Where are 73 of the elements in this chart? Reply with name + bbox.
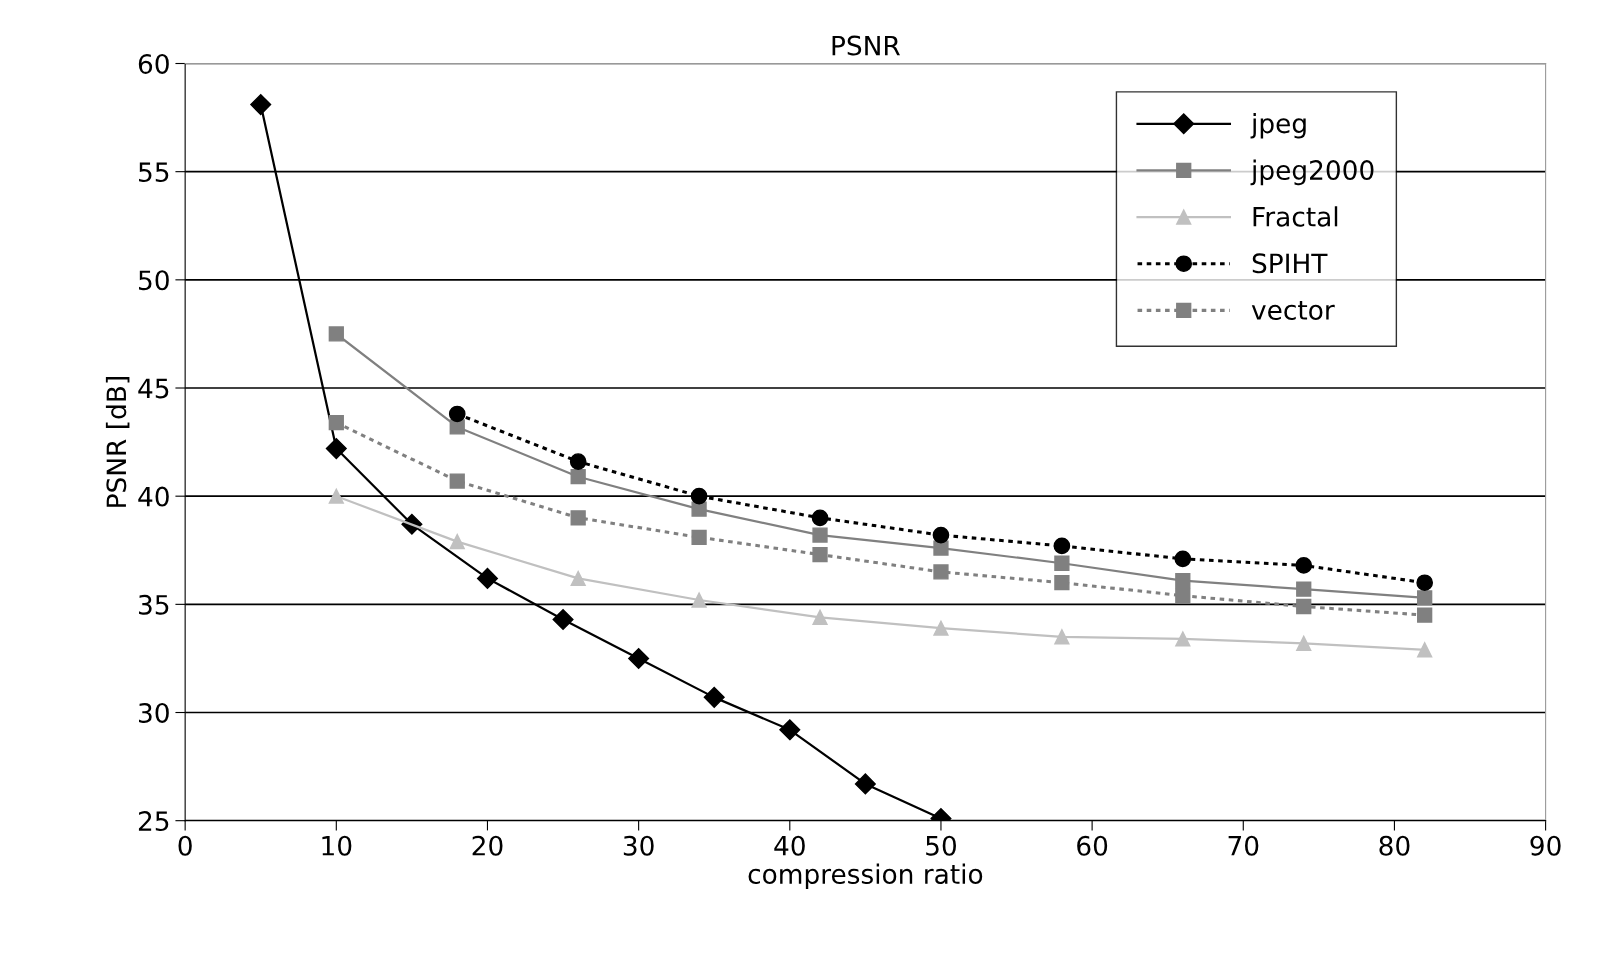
y-tick-label: 50	[139, 270, 169, 291]
legend-label: vector	[1251, 301, 1335, 320]
point	[1295, 557, 1313, 574]
point	[1053, 537, 1071, 555]
y-axis-title: PSNR [dB]	[105, 377, 130, 507]
point	[703, 686, 725, 708]
point	[1296, 635, 1312, 651]
point	[1054, 575, 1070, 591]
point	[691, 592, 707, 608]
legend-label: jpeg2000	[1250, 159, 1374, 186]
legend-label: Fractal	[1253, 206, 1338, 227]
x-tick-label: 70	[1228, 835, 1259, 856]
x-tick-label: 30	[623, 835, 654, 856]
point	[690, 487, 708, 505]
point	[328, 414, 344, 431]
legend-label: SPIHT	[1252, 253, 1328, 274]
point	[1054, 629, 1070, 645]
x-tick-label: 20	[472, 835, 503, 856]
point	[1175, 631, 1191, 647]
x-tick-label: 60	[1077, 835, 1108, 856]
point	[448, 405, 466, 423]
chart-title: PSNR	[832, 35, 900, 56]
point	[570, 570, 586, 587]
point	[811, 509, 829, 527]
y-tick-label: 40	[138, 486, 169, 507]
point	[691, 501, 707, 517]
point	[1296, 598, 1312, 615]
point	[1054, 555, 1070, 571]
point	[552, 608, 574, 631]
y-tick-label: 55	[139, 162, 169, 183]
point	[449, 419, 465, 435]
legend-label: jpeg	[1250, 112, 1306, 139]
point	[779, 719, 801, 741]
x-tick-label: 90	[1530, 835, 1561, 856]
point	[691, 529, 707, 545]
y-tick-label: 25	[138, 811, 169, 832]
y-tick-label: 35	[139, 594, 169, 615]
point	[1416, 574, 1434, 592]
x-tick-label: 50	[926, 835, 956, 856]
point	[933, 564, 949, 580]
point	[933, 620, 949, 636]
point	[328, 326, 344, 342]
point	[1296, 581, 1312, 597]
x-tick-label: 40	[774, 835, 805, 856]
point	[1417, 590, 1433, 606]
point	[449, 533, 465, 550]
point	[570, 469, 586, 485]
point	[569, 453, 587, 470]
y-tick-label: 45	[138, 378, 169, 399]
point	[1175, 588, 1191, 604]
point	[1417, 642, 1433, 658]
y-tick-label: 30	[139, 702, 169, 723]
x-tick-label: 10	[322, 835, 352, 856]
point	[932, 526, 950, 544]
point	[628, 647, 650, 669]
point	[933, 540, 949, 556]
x-tick-label: 0	[178, 835, 192, 856]
point	[328, 488, 344, 504]
point	[325, 438, 347, 460]
point	[1417, 607, 1433, 623]
point	[570, 510, 586, 526]
point	[250, 94, 272, 116]
x-tick-label: 80	[1379, 835, 1410, 856]
point	[854, 773, 876, 795]
point	[812, 546, 828, 563]
point	[476, 567, 498, 589]
point	[449, 473, 465, 489]
point	[812, 609, 828, 625]
point	[812, 527, 828, 543]
y-tick-label: 60	[138, 53, 169, 74]
point	[1175, 572, 1191, 589]
x-axis-title: compression ratio	[748, 863, 983, 890]
point	[1174, 550, 1192, 568]
